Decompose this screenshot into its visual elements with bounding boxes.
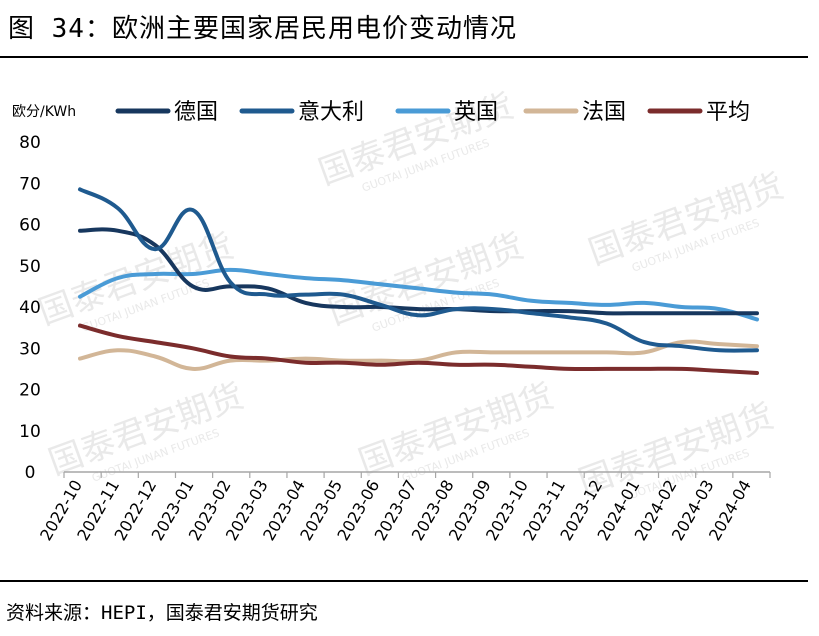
legend-label: 德国 [174,100,218,125]
watermark-text: 国泰君安期货 [44,376,249,483]
y-tick-label: 80 [19,133,41,153]
watermark-text: 国泰君安期货 [34,226,239,333]
watermark-text: 国泰君安期货 [584,166,789,273]
chart-series [78,187,759,375]
watermark-text: 国泰君安期货 [354,376,559,483]
y-axis-unit-label: 欧分/KWh [12,104,76,120]
chart-legend: 德国 意大利 英国 法国 平均 [115,100,750,125]
series-line-平均 [78,323,759,375]
y-tick-label: 60 [19,216,41,236]
title-divider [0,56,808,58]
footer-divider [0,580,808,582]
y-tick-label: 40 [19,298,41,318]
page-title: 图 34：欧洲主要国家居民用电价变动情况 [8,14,517,44]
y-tick-label: 30 [19,339,41,359]
y-tick-label: 0 [25,463,36,483]
legend-label: 法国 [582,100,626,125]
y-tick-label: 70 [19,174,41,194]
y-tick-label: 50 [19,257,41,277]
series-line-德国 [78,227,759,316]
legend-label: 意大利 [298,100,364,125]
legend-label: 英国 [454,100,498,125]
y-tick-label: 20 [19,381,41,401]
series-line-意大利 [78,187,759,353]
source-note: 资料来源：HEPI，国泰君安期货研究 [6,602,318,624]
legend-label: 平均 [706,100,750,125]
y-tick-label: 10 [19,422,41,442]
series-line-英国 [78,267,759,322]
series-line-法国 [78,339,759,371]
